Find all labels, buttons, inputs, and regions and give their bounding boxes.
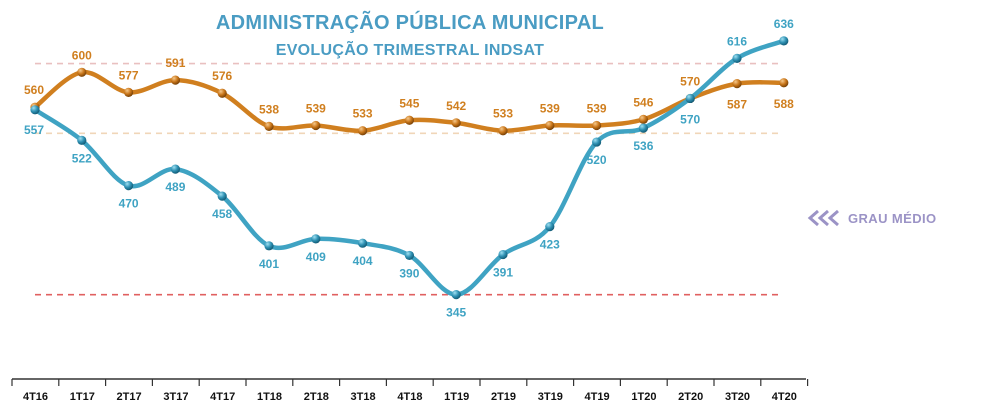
x-tick-label: 1T19	[444, 391, 469, 403]
orange-data-label: 533	[353, 107, 373, 121]
x-tick-label: 2T18	[304, 391, 329, 403]
blue-series-point	[498, 249, 508, 260]
orange-series-point	[404, 115, 414, 125]
blue-series-point	[779, 36, 789, 46]
grau-medio-annotation: GRAU MÉDIO	[806, 209, 937, 227]
orange-series-point	[264, 121, 274, 131]
blue-data-label: 520	[587, 153, 607, 167]
x-tick-label: 2T20	[678, 391, 703, 403]
orange-series-point	[638, 114, 649, 124]
x-tick-label: 4T17	[210, 391, 235, 403]
orange-data-label: 588	[774, 97, 794, 111]
blue-data-label: 570	[680, 112, 700, 126]
blue-series-point	[685, 93, 695, 104]
x-tick-label: 4T16	[23, 391, 48, 403]
blue-series-point	[451, 290, 461, 300]
reference-lines	[35, 62, 783, 296]
orange-series-point	[498, 126, 508, 136]
chart-title: ADMINISTRAÇÃO PÚBLICA MUNICIPAL	[215, 12, 605, 34]
orange-data-label: 539	[540, 101, 560, 115]
blue-series-point	[358, 238, 368, 248]
orange-series-point	[358, 126, 368, 136]
orange-series-point	[592, 120, 602, 131]
x-tick-label: 3T17	[163, 391, 188, 403]
blue-series-point	[30, 105, 40, 115]
blue-data-label: 536	[633, 139, 653, 153]
blue-series-point	[592, 137, 602, 147]
orange-data-label: 600	[72, 48, 92, 62]
blue-data-label: 557	[24, 123, 44, 137]
blue-data-label: 458	[212, 207, 232, 221]
orange-data-label: 539	[306, 101, 326, 115]
orange-series-point	[779, 78, 789, 88]
orange-data-label: 538	[259, 102, 279, 116]
x-tick-label: 3T19	[538, 391, 563, 403]
blue-series-point	[124, 181, 134, 191]
orange-series-point	[311, 120, 321, 131]
blue-series-point	[311, 234, 321, 244]
blue-data-label: 522	[72, 151, 92, 165]
x-tick-label: 2T17	[117, 391, 142, 403]
blue-data-label: 404	[353, 254, 373, 268]
x-tick-label: 3T20	[725, 391, 750, 403]
blue-data-label: 616	[727, 34, 747, 48]
x-tick-label: 1T20	[631, 391, 656, 403]
orange-data-label: 539	[587, 101, 607, 115]
blue-series-point	[638, 123, 649, 133]
blue-data-label: 489	[165, 180, 185, 194]
x-tick-label: 1T17	[70, 391, 95, 403]
blue-series-point	[264, 241, 274, 251]
blue-series-point	[545, 222, 555, 232]
blue-data-label: 423	[540, 238, 560, 252]
x-tick-label: 1T18	[257, 391, 282, 403]
orange-data-label: 576	[212, 69, 232, 83]
orange-series-point	[451, 118, 461, 128]
data-labels: 560 557 600 522 577 470 591 489 576 458 538 401 539 4…	[24, 17, 794, 320]
x-tick-label: 4T19	[585, 391, 610, 403]
orange-series-point	[77, 67, 87, 77]
orange-data-label: 542	[446, 99, 466, 113]
x-tick-label: 2T19	[491, 391, 516, 403]
orange-series-point	[732, 79, 742, 89]
chart-subtitle: EVOLUÇÃO TRIMESTRAL INDSAT	[275, 42, 545, 59]
blue-data-label: 409	[306, 250, 326, 264]
blue-data-label: 390	[399, 266, 419, 280]
blue-series-point	[404, 250, 414, 261]
blue-data-label: 401	[259, 257, 279, 271]
orange-series-point	[217, 88, 227, 98]
orange-data-label: 570	[680, 74, 700, 88]
blue-data-label: 470	[119, 197, 139, 211]
orange-data-label: 545	[399, 96, 419, 110]
orange-series-point	[170, 75, 180, 85]
orange-data-label: 591	[165, 56, 185, 70]
x-tick-label: 4T20	[772, 391, 797, 403]
triple-chevron-left-icon	[807, 209, 839, 227]
orange-data-label: 587	[727, 98, 747, 112]
orange-data-label: 577	[119, 68, 139, 82]
blue-data-label: 391	[493, 266, 513, 280]
orange-data-label: 546	[633, 95, 653, 109]
blue-series-point	[217, 191, 227, 201]
x-axis: 4T16 1T17 2T17 3T17 4T17 1T18 2T18 3T18 4T18 1T19…	[11, 378, 809, 403]
grau-medio-label: GRAU MÉDIO	[848, 210, 937, 226]
blue-data-label: 636	[774, 17, 794, 31]
data-points	[30, 36, 789, 300]
blue-series-point	[170, 164, 180, 174]
x-tick-label: 3T18	[351, 391, 376, 403]
orange-series-point	[545, 120, 555, 131]
orange-data-label: 560	[24, 83, 44, 97]
orange-data-label: 533	[493, 107, 513, 121]
blue-series-point	[77, 135, 87, 145]
x-tick-label: 4T18	[397, 391, 422, 403]
blue-data-label: 345	[446, 306, 466, 320]
blue-series-point	[732, 53, 742, 63]
orange-series-point	[124, 87, 134, 97]
